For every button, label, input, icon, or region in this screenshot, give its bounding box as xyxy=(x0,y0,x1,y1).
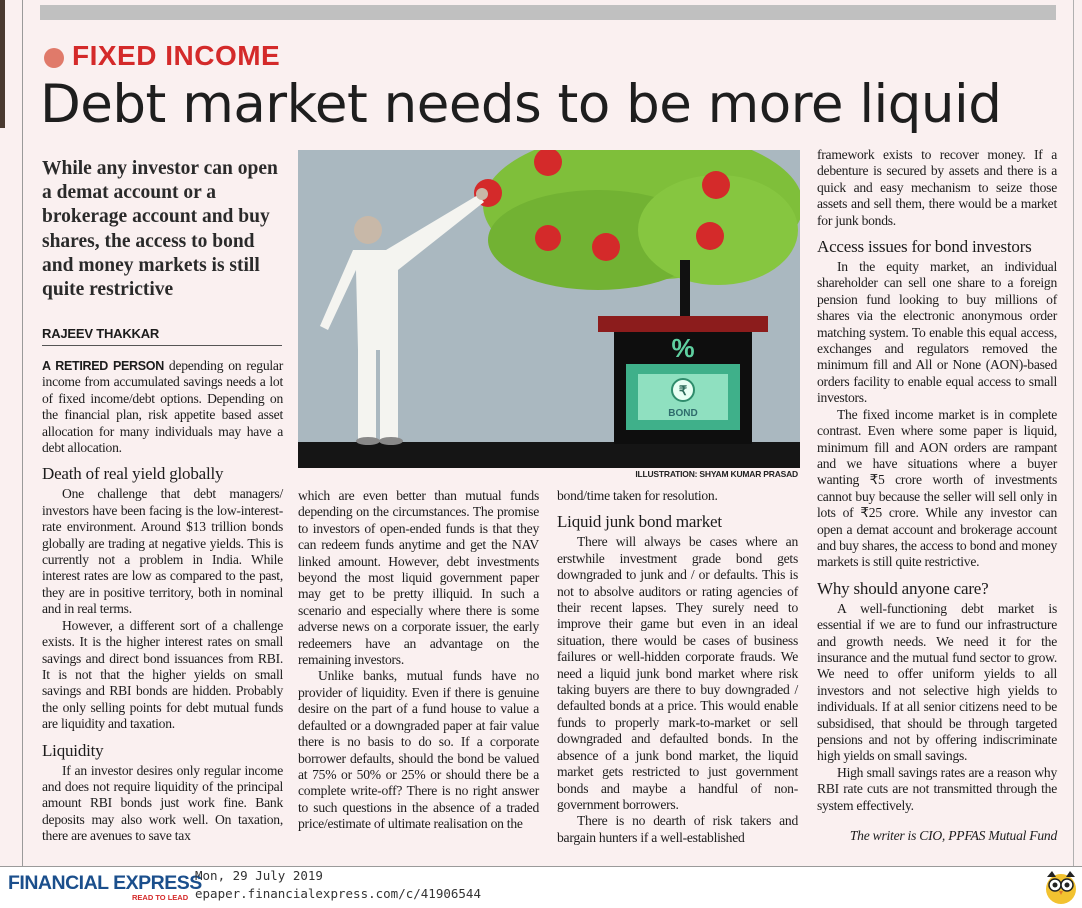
illustration: % ₹ BOND xyxy=(298,150,800,468)
paragraph: bond/time taken for resolution. xyxy=(557,488,718,503)
subhead-death-of-real-yield: Death of real yield globally xyxy=(42,464,224,484)
paragraph: A well-functioning debt market is essent… xyxy=(817,600,1057,764)
paragraph: framework exists to recover money. If a … xyxy=(817,147,1057,228)
logo-tagline: READ TO LEAD xyxy=(132,893,189,902)
paragraph: High small savings rates are a reason wh… xyxy=(817,764,1057,813)
paragraph: If an investor desires only regular inco… xyxy=(42,762,283,844)
rupee-seal-icon xyxy=(671,378,695,402)
article-column-1: A RETIRED PERSON depending on regular in… xyxy=(42,358,283,845)
tree-trunk xyxy=(680,260,690,320)
illustration-floor xyxy=(298,442,800,468)
lead-paragraph: A RETIRED PERSON depending on regular in… xyxy=(42,358,283,456)
headline: Debt market needs to be more liquid xyxy=(40,74,1002,135)
standfirst: While any investor can open a demat acco… xyxy=(42,158,278,301)
tree-canopy xyxy=(483,150,800,290)
bottom-rule xyxy=(0,866,1082,867)
percent-label: % xyxy=(671,333,694,363)
byline-rule xyxy=(42,345,282,346)
byline: RAJEEV THAKKAR xyxy=(42,326,160,341)
paragraph: which are even better than mutual funds … xyxy=(298,488,539,668)
article-column-4: framework exists to recover money. If a … xyxy=(817,147,1057,844)
rupee-symbol: ₹ xyxy=(679,383,688,398)
previous-article-image-fragment xyxy=(0,0,5,128)
top-rule-bar xyxy=(40,5,1056,20)
apples xyxy=(474,150,730,261)
section-dot-icon xyxy=(44,48,64,68)
paragraph: Unlike banks, mutual funds have no provi… xyxy=(298,668,539,832)
paragraph: The fixed income market is in complete c… xyxy=(817,406,1057,570)
edition-date: Mon, 29 July 2019 xyxy=(195,868,323,883)
pedestal-top xyxy=(598,316,768,332)
paragraph: In the equity market, an individual shar… xyxy=(817,259,1057,406)
article-column-3: bond/time taken for resolution. Liquid j… xyxy=(557,488,798,846)
subhead-access-issues: Access issues for bond investors xyxy=(817,237,1032,257)
paragraph: There is no dearth of risk takers and ba… xyxy=(557,813,798,845)
owl-icon[interactable] xyxy=(1044,869,1078,905)
subhead-liquidity: Liquidity xyxy=(42,740,104,760)
author-signoff: The writer is CIO, PPFAS Mutual Fund xyxy=(849,828,1057,844)
paragraph: One challenge that debt managers/ invest… xyxy=(42,486,283,617)
paragraph: However, a different sort of a challenge… xyxy=(42,617,283,732)
illustration-credit: ILLUSTRATION: SHYAM KUMAR PRASAD xyxy=(635,469,798,479)
subhead-why-care: Why should anyone care? xyxy=(817,578,989,598)
paragraph: There will always be cases where an erst… xyxy=(557,534,798,812)
lead-text: depending on regular income from accumul… xyxy=(42,358,283,456)
page-edge-divider xyxy=(1073,0,1074,866)
lead-runin: A RETIRED PERSON xyxy=(42,359,164,373)
financial-express-logo[interactable]: FINANCIAL EXPRESS xyxy=(8,872,202,894)
epaper-link[interactable]: epaper.financialexpress.com/c/41906544 xyxy=(195,886,481,901)
footer-bar xyxy=(0,867,1082,908)
man-figure xyxy=(320,188,488,445)
column-divider xyxy=(22,0,23,866)
bond-label: BOND xyxy=(668,408,697,419)
subhead-liquid-junk-bond-market: Liquid junk bond market xyxy=(557,512,722,532)
article-column-2: which are even better than mutual funds … xyxy=(298,488,539,833)
section-label: FIXED INCOME xyxy=(72,40,281,71)
